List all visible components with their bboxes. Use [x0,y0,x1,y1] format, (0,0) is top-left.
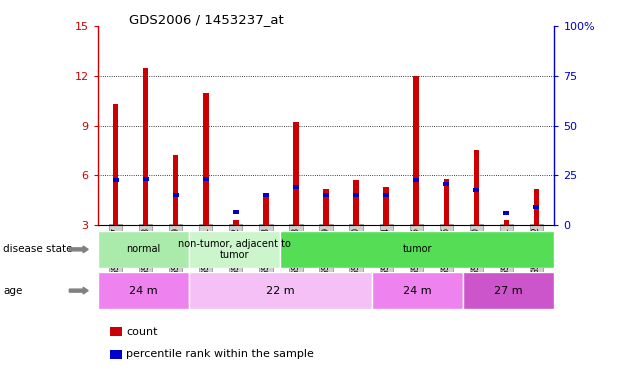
Bar [323,189,329,225]
Bar [463,272,554,309]
Bar [173,193,179,197]
Text: 27 m: 27 m [495,286,523,296]
Bar [503,211,509,216]
Bar [353,193,359,197]
Text: non-tumor, adjacent to
tumor: non-tumor, adjacent to tumor [178,238,291,260]
Bar [474,150,479,225]
Bar [353,180,358,225]
Bar [294,122,299,225]
Bar [113,178,118,182]
Bar [263,197,268,225]
Text: GDS2006 / 1453237_at: GDS2006 / 1453237_at [129,13,284,26]
Bar [413,76,419,225]
Bar [233,210,239,214]
Bar [189,272,372,309]
Text: tumor: tumor [403,244,432,254]
Bar [233,220,239,225]
Bar [473,188,479,192]
Text: disease state: disease state [3,244,72,254]
Bar [173,155,178,225]
Bar [113,104,118,225]
Bar [98,231,189,268]
Bar [384,187,389,225]
Bar [534,189,539,225]
Bar [503,220,509,225]
Bar [293,185,299,189]
Text: age: age [3,286,23,296]
Bar [203,93,209,225]
Bar [263,193,269,197]
Bar [413,178,419,182]
Bar [444,182,449,186]
Bar [98,272,189,309]
Text: percentile rank within the sample: percentile rank within the sample [126,350,314,359]
Text: normal: normal [126,244,161,254]
Text: 24 m: 24 m [403,286,432,296]
Bar [143,177,149,181]
Text: 24 m: 24 m [129,286,158,296]
Text: 22 m: 22 m [266,286,295,296]
Bar [189,231,280,268]
Bar [143,68,149,225]
Bar [203,177,209,181]
Bar [383,193,389,197]
Text: count: count [126,327,158,337]
Bar [372,272,463,309]
Bar [323,193,329,197]
Bar [280,231,554,268]
Bar [444,178,449,225]
Bar [534,205,539,209]
